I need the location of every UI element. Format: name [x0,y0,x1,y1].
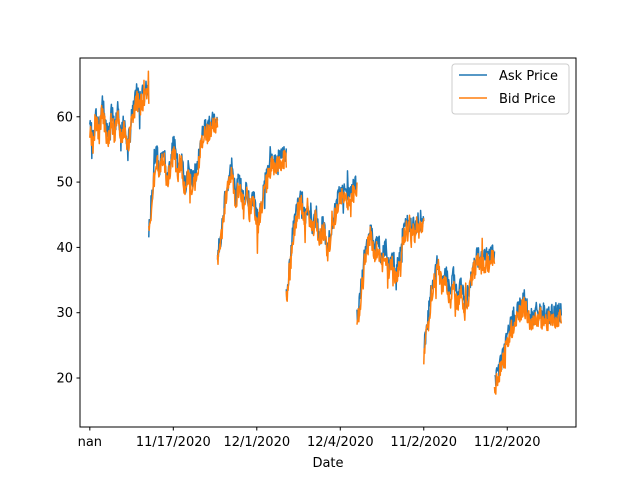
bid-price-line-segment-0 [89,70,150,154]
x-axis-ticks: nan 11/17/2020 12/1/2020 12/4/2020 11/2/2020… [78,427,541,450]
bid-price-line-segment-4 [356,214,425,325]
x-tick-label: 12/4/2020 [307,435,374,450]
y-tick-label: 20 [56,372,73,387]
x-tick-label: 11/2/2020 [390,435,457,450]
bid-price-line-segment-6 [493,296,563,395]
bid-price-line-segment-1 [148,117,219,232]
y-tick-label: 60 [56,110,73,125]
legend-label-bid: Bid Price [499,92,556,107]
ask-price-line-segment-2 [216,146,288,260]
x-axis-label: Date [312,456,343,471]
y-axis-ticks: 20 30 40 50 60 [56,110,80,387]
x-tick-label: nan [78,435,102,450]
plot-lines [89,70,563,395]
y-tick-label: 50 [56,176,73,191]
bid-price-line-segment-3 [285,182,358,302]
x-tick-label: 11/2/2020 [474,435,541,450]
x-tick-label: 12/1/2020 [223,435,290,450]
legend-box [451,63,570,115]
plot-frame [79,57,577,428]
legend-label-ask: Ask Price [499,69,558,84]
y-tick-label: 40 [56,241,73,256]
x-tick-label: 11/17/2020 [136,435,211,450]
legend: Ask Price Bid Price [451,63,570,115]
y-tick-label: 30 [56,306,73,321]
bid-price-line-segment-5 [423,237,496,365]
bid-price-line-segment-2 [216,149,288,266]
